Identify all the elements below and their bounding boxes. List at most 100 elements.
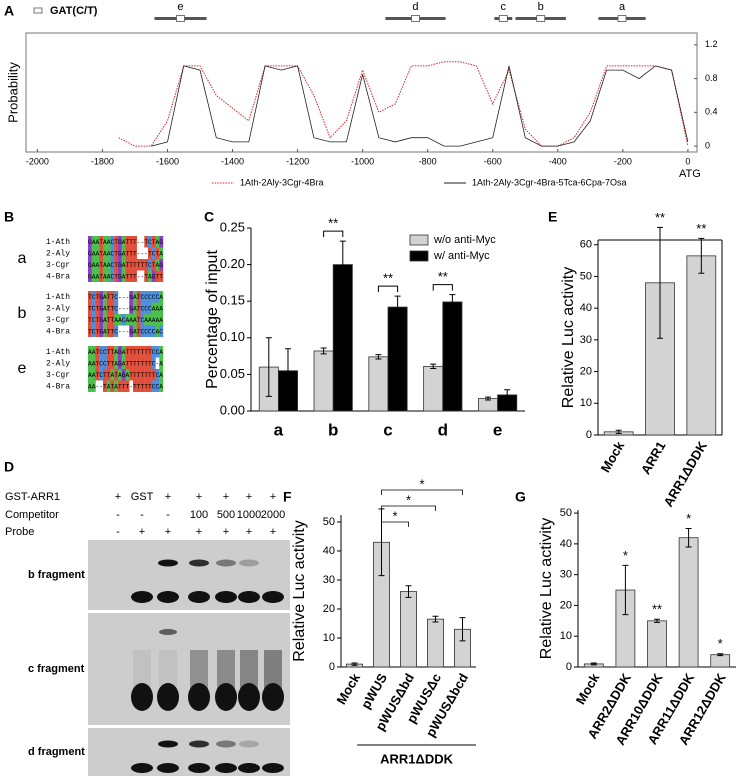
y-tick-label: 50 bbox=[580, 270, 592, 282]
gel-band bbox=[131, 591, 153, 603]
sequence: GAATAACTGATTT--TAGTT bbox=[88, 273, 163, 280]
error-bar bbox=[657, 226, 663, 339]
base-cell bbox=[99, 369, 104, 381]
species-name: 2-Aly bbox=[46, 304, 70, 313]
base-cell bbox=[140, 346, 145, 358]
base-cell bbox=[136, 357, 141, 369]
base-cell bbox=[151, 259, 156, 271]
base-cell bbox=[91, 291, 96, 303]
base-cell bbox=[99, 291, 104, 303]
base-cell bbox=[140, 259, 145, 271]
base-cell bbox=[103, 291, 107, 303]
base-cell bbox=[125, 380, 130, 392]
gel-band bbox=[188, 683, 210, 711]
y-tick-label: 10 bbox=[580, 397, 592, 409]
base-cell bbox=[103, 236, 107, 248]
base-cell bbox=[114, 270, 119, 282]
x-tick-label: -1400 bbox=[221, 156, 244, 166]
row-cell: GST bbox=[131, 491, 154, 503]
group-label: b bbox=[18, 305, 27, 322]
base-cell bbox=[91, 236, 96, 248]
base-cell bbox=[106, 325, 111, 337]
base-cell bbox=[151, 270, 156, 282]
error-bar bbox=[339, 240, 346, 289]
y-tick-label: 10 bbox=[560, 630, 572, 642]
row-label: Probe bbox=[5, 526, 34, 538]
gel-band bbox=[215, 591, 237, 603]
y-tick-label: 0.15 bbox=[220, 293, 245, 308]
base-cell bbox=[106, 259, 111, 271]
base-cell bbox=[155, 236, 160, 248]
base-cell bbox=[133, 247, 137, 259]
error-bar bbox=[375, 354, 382, 360]
base-cell bbox=[121, 369, 126, 381]
base-cell bbox=[110, 236, 115, 248]
base-cell bbox=[95, 236, 100, 248]
base-cell bbox=[125, 357, 130, 369]
gel-smear bbox=[133, 650, 151, 690]
base-cell bbox=[103, 247, 107, 259]
base-cell bbox=[95, 357, 100, 369]
base-cell bbox=[88, 314, 92, 326]
error-bar bbox=[590, 662, 597, 666]
base-cell bbox=[133, 314, 137, 326]
x-axis-label: ATG bbox=[679, 168, 701, 180]
bar bbox=[442, 301, 463, 412]
base-cell bbox=[148, 259, 152, 271]
base-cell bbox=[110, 247, 115, 259]
x-tick-label: ARR1 bbox=[638, 439, 669, 477]
sequence: GAATAACTGATTTTTTCTAG bbox=[88, 262, 163, 269]
base-cell bbox=[121, 270, 126, 282]
base-cell bbox=[95, 369, 100, 381]
base-cell bbox=[136, 291, 141, 303]
base-cell bbox=[133, 325, 137, 337]
base-cell bbox=[121, 357, 126, 369]
base-cell bbox=[155, 247, 160, 259]
y-tick-label: 40 bbox=[580, 302, 592, 314]
row-label: GST-ARR1 bbox=[5, 491, 60, 503]
x-tick-label: c bbox=[383, 420, 392, 439]
y-tick-label: 40 bbox=[323, 545, 335, 557]
base-cell bbox=[159, 369, 164, 381]
row-cell: + bbox=[139, 526, 145, 538]
base-cell bbox=[144, 259, 149, 271]
base-cell bbox=[159, 302, 164, 314]
error-bar bbox=[405, 585, 412, 598]
gel bbox=[88, 540, 290, 610]
base-cell bbox=[95, 259, 100, 271]
species-name: 1-Ath bbox=[46, 348, 70, 357]
row-label: Competitor bbox=[5, 509, 59, 521]
base-cell bbox=[129, 346, 134, 358]
gel-band bbox=[239, 559, 259, 567]
base-cell bbox=[118, 357, 122, 369]
legend-label: w/ anti-Myc bbox=[433, 250, 490, 262]
gel-band bbox=[216, 559, 236, 567]
error-bar bbox=[394, 295, 401, 319]
base-cell bbox=[144, 346, 149, 358]
base-cell bbox=[103, 270, 107, 282]
base-cell bbox=[140, 357, 145, 369]
base-cell bbox=[121, 236, 126, 248]
row-cell: 100 bbox=[190, 509, 208, 521]
species-name: 3-Cgr bbox=[46, 316, 70, 325]
site-icon bbox=[411, 15, 420, 22]
base-cell bbox=[148, 314, 152, 326]
error-bar bbox=[698, 237, 705, 274]
base-cell bbox=[118, 259, 122, 271]
base-cell bbox=[103, 346, 107, 358]
base-cell bbox=[114, 291, 119, 303]
base-cell bbox=[159, 380, 164, 392]
region-label: e bbox=[177, 1, 183, 13]
x-tick-label: -200 bbox=[614, 156, 632, 166]
row-cell: + bbox=[223, 526, 229, 538]
base-cell bbox=[155, 302, 160, 314]
gel-smear bbox=[264, 650, 282, 690]
base-cell bbox=[151, 247, 156, 259]
base-cell bbox=[140, 302, 145, 314]
error-bar bbox=[504, 389, 511, 401]
base-cell bbox=[155, 325, 160, 337]
significance-label: * bbox=[623, 548, 628, 563]
row-cell: + bbox=[246, 526, 252, 538]
y-axis-label: Relative Luc activity bbox=[560, 267, 577, 408]
